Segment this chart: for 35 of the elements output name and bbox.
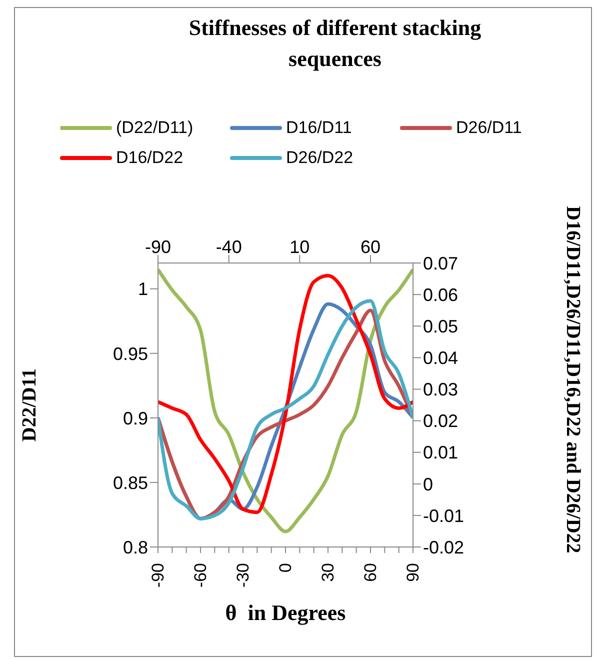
y2-tick-label: 0.06 [423, 284, 458, 305]
y-tick-label: 0.8 [122, 537, 148, 558]
legend-label: D16/D22 [116, 148, 184, 168]
x-axis-title: θ in Degrees [224, 600, 347, 626]
y2-tick-label: 0 [423, 474, 434, 494]
y2-tick-label: 0.05 [423, 316, 458, 336]
y2-tick-label: 0.04 [423, 348, 458, 368]
x-tick-label: 30 [318, 563, 338, 582]
y-axis-title: D22/D11 [18, 368, 42, 442]
y2-tick-label: 0.03 [423, 380, 458, 400]
x2-tick-label: 60 [360, 237, 381, 257]
x2-tick-label: -90 [144, 237, 172, 257]
y-tick-label: 1 [138, 279, 148, 300]
y-tick-label: 0.85 [112, 472, 148, 493]
x-tick-label: 60 [361, 563, 380, 582]
legend-label: D16/D11 [286, 118, 352, 138]
legend-label: D26/D22 [286, 148, 354, 168]
x2-tick-label: -40 [216, 237, 242, 257]
y2-tick-label: 0.07 [423, 253, 458, 274]
y2-tick-label: -0.02 [423, 537, 464, 558]
x-tick-label: 0 [276, 563, 295, 572]
legend-label: (D22/D11) [116, 118, 194, 138]
y-tick-label: 0.9 [122, 408, 148, 428]
chart-title: Stiffnesses of different stacking sequences [188, 14, 482, 73]
x2-tick-label: 10 [290, 237, 310, 257]
x-tick-label: -30 [234, 563, 252, 588]
x-tick-label: -60 [191, 563, 210, 588]
y2-axis-title: D16/D11,D26/D11,D16,D22 and D26/D22 [561, 205, 585, 556]
y-tick-label: 0.95 [112, 344, 148, 364]
y2-tick-label: 0.01 [423, 442, 458, 463]
x-tick-label: 90 [404, 563, 422, 582]
legend-label: D26/D11 [456, 118, 522, 138]
y2-tick-label: -0.01 [423, 506, 464, 526]
y2-tick-label: 0.02 [423, 411, 458, 432]
x-tick-label: -90 [148, 563, 168, 588]
